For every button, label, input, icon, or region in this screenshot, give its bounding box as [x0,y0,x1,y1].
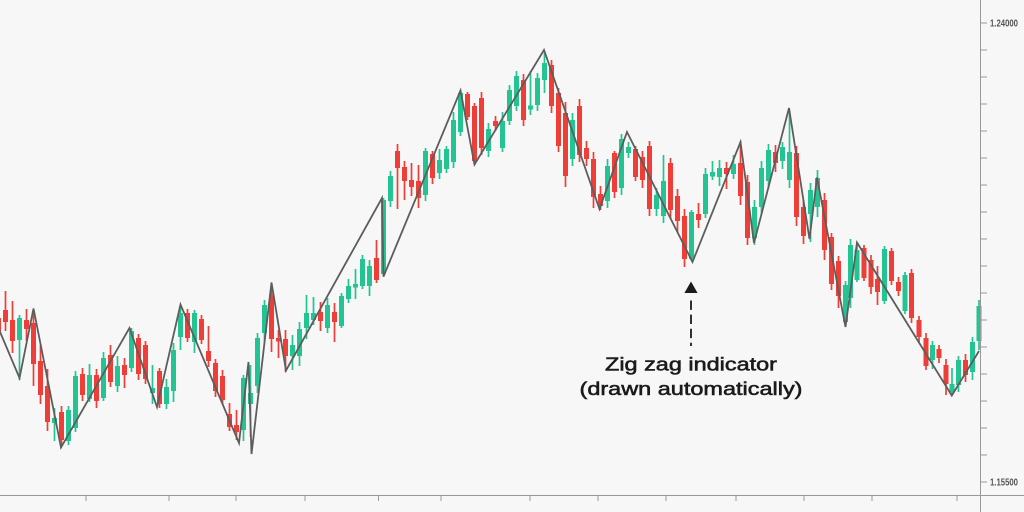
svg-text:1.15500: 1.15500 [990,478,1018,489]
svg-text:1.24000: 1.24000 [990,19,1018,30]
svg-text:Zig zag indicator: Zig zag indicator [605,355,777,375]
svg-text:(drawn automatically): (drawn automatically) [580,379,803,399]
